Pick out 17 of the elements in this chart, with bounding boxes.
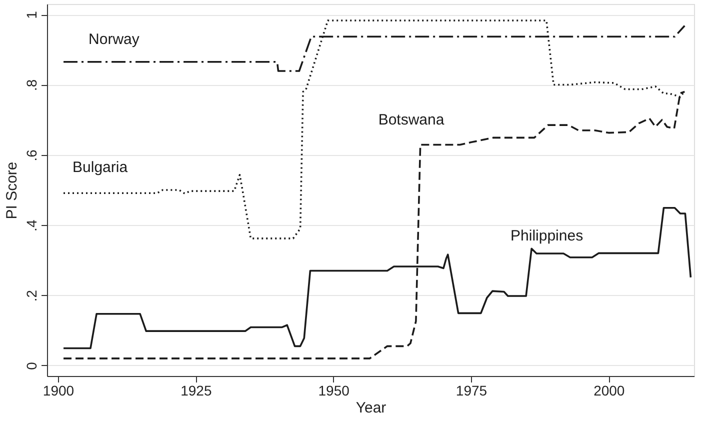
x-tick-label: 1900 [42, 382, 74, 398]
y-tick-label: 0 [24, 362, 40, 370]
x-tick-label: 1975 [456, 382, 488, 398]
series-label: Norway [88, 30, 140, 48]
y-tick-label: .4 [24, 220, 40, 232]
y-tick-label: .2 [24, 290, 40, 302]
series-label: Philippines [510, 228, 584, 245]
x-tick-label: 1925 [180, 382, 212, 398]
y-tick-label: 1 [24, 10, 40, 19]
y-axis-title: PI Score [4, 162, 20, 220]
x-tick-label: 2000 [594, 382, 625, 398]
x-tick-label: 1950 [318, 382, 350, 398]
x-axis-title: Year [356, 400, 386, 416]
y-tick-label: .8 [24, 79, 40, 92]
y-tick-label: .6 [24, 149, 40, 162]
series-label: Bulgaria [72, 159, 128, 176]
series-label: Botswana [378, 112, 445, 129]
